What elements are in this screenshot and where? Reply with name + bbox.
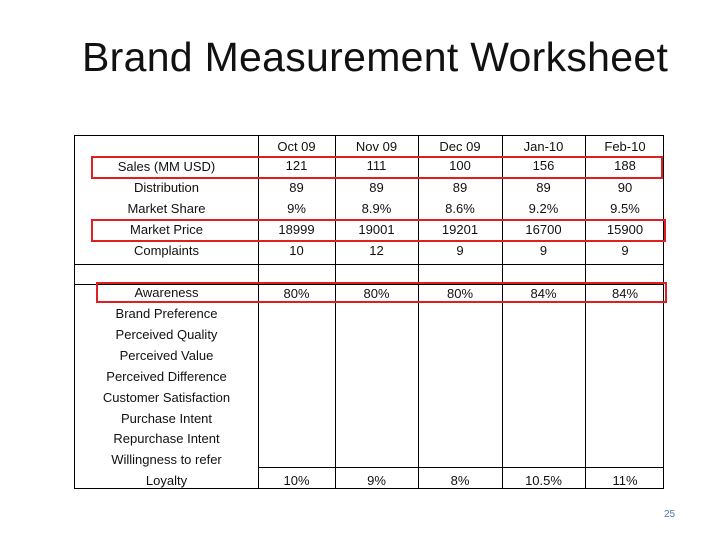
row-divider xyxy=(75,264,663,265)
table-cell: 188 xyxy=(614,158,636,173)
table-cell: 9% xyxy=(367,473,386,488)
row-label: Perceived Difference xyxy=(106,369,227,384)
row-label: Sales (MM USD) xyxy=(117,159,216,174)
table-cell: 10% xyxy=(283,473,310,488)
row-label: Purchase Intent xyxy=(120,411,213,426)
row-label: Awareness xyxy=(134,285,199,300)
column-header: Dec 09 xyxy=(439,139,481,154)
table-cell: 19201 xyxy=(441,222,479,237)
table-cell: 10.5% xyxy=(525,473,562,488)
worksheet-table: Oct 09 Nov 09 Dec 09 Jan-10 Feb-10 Sales… xyxy=(74,135,664,489)
table-cell: 8.9% xyxy=(361,201,392,216)
table-cell: 84% xyxy=(530,286,557,301)
row-label: Loyalty xyxy=(145,473,188,488)
column-header: Feb-10 xyxy=(604,139,646,154)
row-label: Market Share xyxy=(127,201,206,216)
table-cell: 90 xyxy=(617,180,633,195)
table-cell: 111 xyxy=(366,158,387,173)
table-cell: 15900 xyxy=(606,222,644,237)
column-header: Jan-10 xyxy=(523,139,564,154)
table-cell: 9% xyxy=(287,201,306,216)
table-cell: 9.5% xyxy=(610,201,640,216)
table-cell: 121 xyxy=(285,158,308,173)
column-header: Oct 09 xyxy=(277,139,316,154)
table-cell: 80% xyxy=(446,286,474,301)
row-label: Distribution xyxy=(133,180,200,195)
column-divider xyxy=(418,136,419,488)
row-label: Perceived Value xyxy=(119,348,214,363)
row-label: Market Price xyxy=(130,222,203,237)
table-cell: 12 xyxy=(369,243,384,258)
table-cell: 89 xyxy=(536,180,551,195)
table-cell: 11% xyxy=(612,473,638,488)
table-cell: 89 xyxy=(369,180,384,195)
row-label: Willingness to refer xyxy=(111,452,222,467)
page-number: 25 xyxy=(664,509,676,520)
table-cell: 18999 xyxy=(278,222,315,237)
row-divider xyxy=(75,284,663,285)
awareness-row-highlight xyxy=(96,282,667,303)
row-divider xyxy=(258,467,663,468)
column-divider xyxy=(258,136,259,488)
table-cell: 9 xyxy=(621,243,629,258)
table-cell: 89 xyxy=(452,180,468,195)
table-cell: 89 xyxy=(289,180,304,195)
row-label: Perceived Quality xyxy=(115,327,218,342)
table-cell: 84% xyxy=(611,286,639,301)
table-cell: 9 xyxy=(539,243,548,258)
column-divider xyxy=(502,136,503,488)
column-header: Nov 09 xyxy=(355,139,398,154)
table-cell: 9.2% xyxy=(528,201,559,216)
table-cell: 10 xyxy=(289,243,304,258)
table-cell: 80% xyxy=(363,286,390,301)
table-cell: 100 xyxy=(449,158,471,173)
row-label: Complaints xyxy=(133,243,200,258)
table-cell: 8.6% xyxy=(445,201,475,216)
table-cell: 80% xyxy=(283,286,310,301)
market-price-row-highlight xyxy=(91,219,666,242)
row-label: Customer Satisfaction xyxy=(102,390,231,405)
table-cell: 9 xyxy=(456,243,464,258)
table-cell: 156 xyxy=(532,158,555,173)
row-label: Repurchase Intent xyxy=(113,431,220,446)
table-cell: 8% xyxy=(450,473,470,488)
page-title: Brand Measurement Worksheet xyxy=(82,34,669,80)
column-divider xyxy=(585,136,586,488)
table-cell: 19001 xyxy=(358,222,395,237)
row-label: Brand Preference xyxy=(115,306,218,321)
table-cell: 16700 xyxy=(525,222,562,237)
column-divider xyxy=(335,136,336,488)
sales-row-highlight xyxy=(91,156,663,179)
